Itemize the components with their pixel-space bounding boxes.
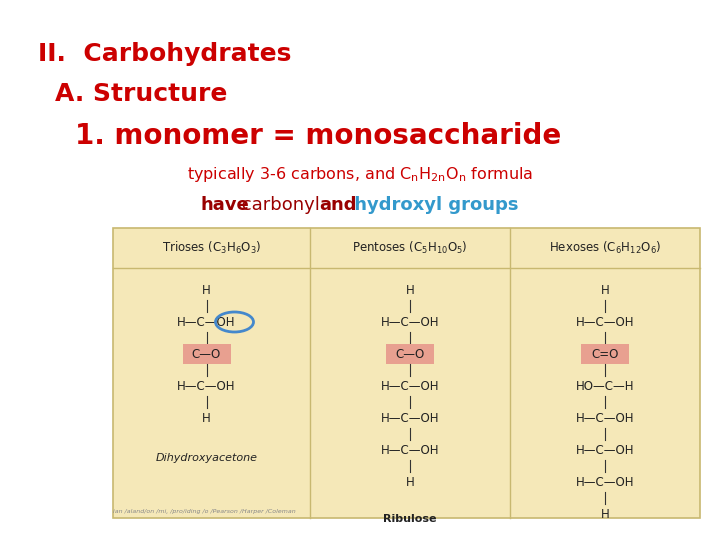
Text: H—C—OH: H—C—OH (381, 411, 439, 424)
Text: H—C—OH: H—C—OH (381, 380, 439, 393)
Text: II.  Carbohydrates: II. Carbohydrates (38, 42, 292, 66)
Text: hydroxyl groups: hydroxyl groups (348, 196, 518, 214)
Text: H—C—OH: H—C—OH (177, 380, 235, 393)
Text: ian /aland/on /mi, /pro/iding /o /Pearson /Harper /Coleman: ian /aland/on /mi, /pro/iding /o /Pearso… (113, 509, 296, 514)
Text: H—C—OH: H—C—OH (576, 315, 634, 328)
Text: have: have (200, 196, 248, 214)
Text: Hexoses (C$_{6}$H$_{12}$O$_{6}$): Hexoses (C$_{6}$H$_{12}$O$_{6}$) (549, 240, 661, 256)
Text: H: H (405, 284, 415, 296)
Text: H—C—OH: H—C—OH (576, 476, 634, 489)
Text: H—C—OH: H—C—OH (576, 411, 634, 424)
Text: typically 3-6 carbons, and $\mathregular{C_nH_{2n}O_n}$ formula: typically 3-6 carbons, and $\mathregular… (187, 165, 533, 185)
Text: H: H (600, 284, 609, 296)
Text: H: H (202, 284, 211, 296)
Text: H: H (202, 411, 211, 424)
Text: 1. monomer = monosaccharide: 1. monomer = monosaccharide (75, 122, 562, 150)
Text: H: H (405, 476, 415, 489)
Text: and: and (319, 196, 356, 214)
Text: C=O: C=O (591, 348, 618, 361)
Text: Trioses (C$_{3}$H$_{6}$O$_{3}$): Trioses (C$_{3}$H$_{6}$O$_{3}$) (162, 240, 261, 256)
Text: H: H (600, 508, 609, 521)
Text: Dihydroxyacetone: Dihydroxyacetone (156, 453, 258, 463)
Text: carbonyl: carbonyl (236, 196, 325, 214)
Text: C—O: C—O (192, 348, 221, 361)
Text: H—C—OH: H—C—OH (381, 443, 439, 456)
FancyBboxPatch shape (581, 344, 629, 364)
Text: Pentoses (C$_{5}$H$_{10}$O$_{5}$): Pentoses (C$_{5}$H$_{10}$O$_{5}$) (352, 240, 468, 256)
Polygon shape (113, 228, 700, 518)
Text: H—C—OH: H—C—OH (177, 315, 235, 328)
Text: Ribulose: Ribulose (383, 514, 437, 524)
FancyBboxPatch shape (386, 344, 434, 364)
Text: C—O: C—O (395, 348, 425, 361)
Text: HO—C—H: HO—C—H (576, 380, 634, 393)
FancyBboxPatch shape (182, 344, 230, 364)
Text: H—C—OH: H—C—OH (576, 443, 634, 456)
Text: H—C—OH: H—C—OH (381, 315, 439, 328)
Text: A. Structure: A. Structure (55, 82, 228, 106)
